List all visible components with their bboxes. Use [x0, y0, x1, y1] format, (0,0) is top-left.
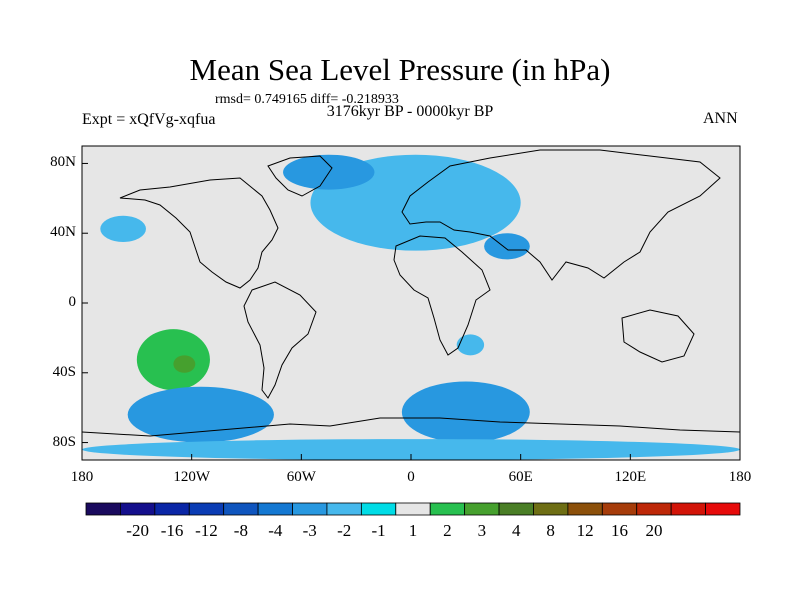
coastlines [82, 149, 740, 437]
antarctica-coast [82, 417, 740, 437]
anomaly-southern-africa-low [456, 334, 485, 356]
colorbar-label: 2 [443, 521, 452, 540]
colorbar-swatch [705, 502, 741, 516]
greenland-coast [267, 155, 333, 197]
colorbar-label: 16 [611, 521, 629, 540]
colorbar-label: 20 [645, 521, 663, 540]
colorbar-swatch [429, 502, 466, 516]
experiment-label: Expt = xQfVg-xqfua [82, 111, 216, 128]
colorbar-label: 1 [408, 521, 418, 540]
period-text: 3176kyr BP - 0000kyr BP [326, 103, 494, 120]
colorbar-label: -4 [268, 521, 283, 540]
colorbar-swatch [498, 502, 534, 516]
colorbar-label: -8 [233, 521, 248, 540]
colorbar-swatch [326, 502, 362, 516]
colorbar-label: -16 [160, 521, 184, 540]
x-tick-label: 120W [173, 469, 210, 485]
colorbar-label: -1 [371, 521, 386, 540]
anomaly-south-pacific-high-core [173, 355, 196, 373]
anomaly-layer [82, 154, 740, 460]
y-tick-label: 80N [50, 154, 76, 171]
anomaly-southern-ocean-pacific-low [127, 386, 274, 443]
anomaly-south-pacific-high [136, 329, 210, 391]
colorbar-label: -2 [337, 521, 352, 540]
colorbar-swatch [464, 502, 500, 516]
anomaly-north-pacific-east-low [100, 215, 146, 242]
y-tick-label: 0 [68, 294, 77, 310]
chart-title: Mean Sea Level Pressure (in hPa) [189, 52, 611, 87]
colorbar-label: 4 [512, 521, 521, 540]
x-tick-label: 120E [614, 469, 647, 485]
colorbar-swatch [292, 502, 328, 516]
x-tick-label: 60E [508, 469, 533, 485]
colorbar-swatch [533, 502, 569, 516]
colorbar-label: 3 [477, 521, 487, 540]
x-tick-label: 180 [728, 469, 752, 485]
y-tick-label: 80S [52, 433, 76, 450]
x-tick-label: 60W [286, 469, 316, 485]
colorbar-swatch [567, 502, 603, 516]
africa-coast [393, 235, 491, 356]
colorbar-label: 8 [546, 521, 555, 540]
colorbar-label: 12 [576, 521, 594, 540]
colorbar-swatch [670, 502, 706, 516]
y-tick-label: 40S [52, 363, 76, 380]
colorbar-label: -3 [302, 521, 317, 540]
season-label: ANN [703, 110, 738, 127]
colorbar-swatch [360, 502, 397, 516]
y-tick-label: 40N [50, 224, 76, 241]
australia-coast [621, 309, 695, 363]
colorbar-swatch [257, 502, 293, 516]
south-america-coast [243, 281, 317, 399]
anomaly-southern-ocean-atlantic-low [401, 381, 530, 443]
x-tick-label: 0 [407, 469, 415, 485]
colorbar-swatch [120, 502, 156, 516]
stats-text: rmsd= 0.749165 diff= -0.218933 [215, 92, 399, 107]
anomaly-south-indian-australia-high [612, 369, 686, 391]
colorbar-swatch [85, 502, 121, 516]
anomaly-antarctic-coast-low [82, 439, 740, 460]
colorbar-swatch [601, 502, 638, 516]
colorbar-label: -20 [126, 521, 149, 540]
colorbar-swatch [223, 502, 259, 516]
north-america-coast [119, 177, 279, 289]
eurasia-coast [401, 149, 721, 281]
colorbar [85, 502, 741, 516]
x-tick-label: 180 [70, 469, 94, 485]
colorbar-swatch [636, 502, 672, 516]
colorbar-swatch [154, 502, 190, 516]
colorbar-label: -12 [195, 521, 218, 540]
colorbar-swatch [188, 502, 225, 516]
anomaly-north-pacific-west-high [630, 229, 713, 255]
axis-ticks [81, 162, 741, 460]
colorbar-swatch [395, 502, 431, 516]
